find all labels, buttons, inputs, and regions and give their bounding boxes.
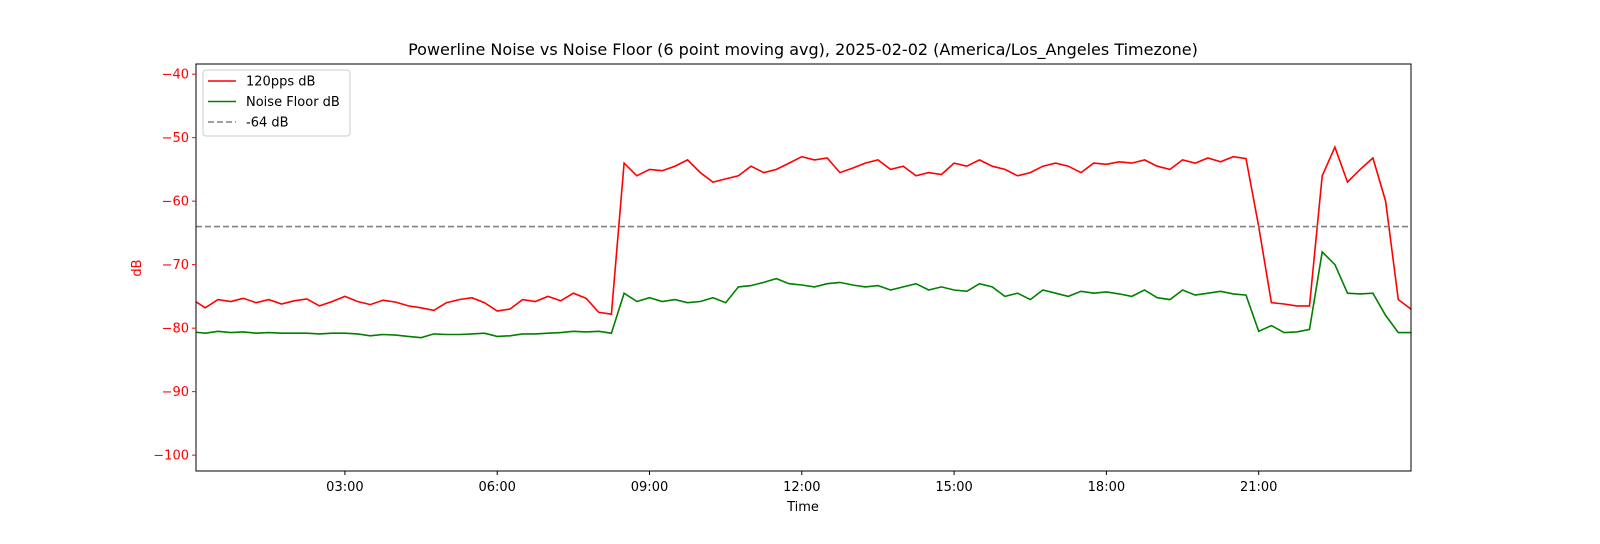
x-axis-label: Time: [786, 500, 819, 515]
series-line-1: [196, 250, 1411, 339]
y-axis: −40 −50 −60 −70 −80 −90 −100: [153, 68, 196, 464]
legend-label: Noise Floor dB: [246, 95, 340, 110]
y-tick-label: −40: [162, 68, 189, 83]
legend-label: 120pps dB: [246, 75, 315, 90]
x-tick-label: 12:00: [783, 480, 820, 495]
y-tick-label: −100: [153, 449, 189, 464]
series-line-0: [196, 145, 1411, 316]
axes-frame: [195, 63, 1412, 472]
x-tick-label: 15:00: [935, 480, 972, 495]
legend-label: -64 dB: [246, 116, 289, 131]
y-tick-label: −70: [162, 258, 189, 273]
x-tick-label: 03:00: [326, 480, 363, 495]
chart-title: Powerline Noise vs Noise Floor (6 point …: [408, 40, 1198, 60]
x-tick-label: 18:00: [1088, 480, 1125, 495]
y-tick-label: −80: [162, 322, 189, 337]
plot-area: [196, 145, 1411, 339]
y-tick-label: −50: [162, 131, 189, 146]
x-tick-label: 21:00: [1240, 480, 1277, 495]
y-tick-label: −90: [162, 385, 189, 400]
x-tick-label: 06:00: [478, 480, 515, 495]
legend-box: [202, 69, 351, 137]
legend: 120pps dB Noise Floor dB -64 dB: [202, 69, 351, 137]
y-tick-label: −60: [162, 195, 189, 210]
y-axis-label: dB: [130, 259, 145, 276]
x-axis: 03:00 06:00 09:00 12:00 15:00 18:00 21:00: [326, 471, 1277, 495]
x-tick-label: 09:00: [631, 480, 668, 495]
